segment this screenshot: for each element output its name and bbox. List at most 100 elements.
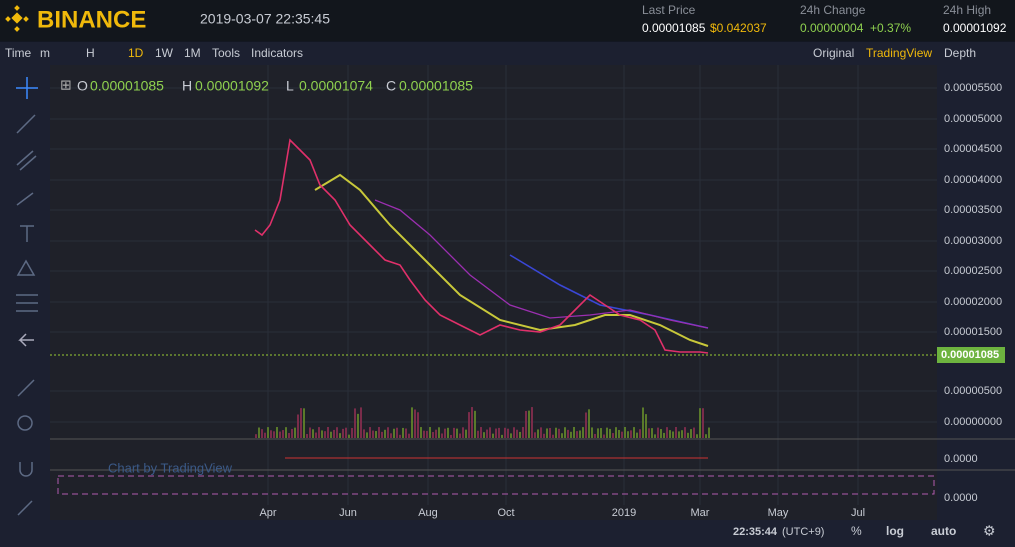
volume-bar	[255, 434, 257, 438]
price-tick: 0.00005500	[944, 82, 1002, 94]
volume-bar	[378, 427, 380, 438]
toolbar-item[interactable]: H	[86, 46, 95, 60]
volume-bar	[318, 427, 320, 438]
time-tick: May	[768, 507, 789, 519]
percent[interactable]: %	[851, 524, 862, 538]
toolbar-item[interactable]: Tools	[212, 46, 240, 60]
volume-bar	[516, 429, 518, 438]
volume-bar	[537, 429, 539, 438]
volume-bar	[696, 434, 698, 438]
view-tab[interactable]: Depth	[944, 46, 976, 60]
ohlc-key: H	[182, 78, 192, 94]
volume-bar	[324, 431, 326, 438]
volume-bar	[432, 432, 434, 438]
volume-bar	[258, 427, 260, 438]
volume-bar	[687, 432, 689, 438]
volume-bar	[270, 430, 272, 438]
volume-bar	[435, 429, 437, 438]
label: 24h Change	[800, 3, 866, 17]
toolbar-item[interactable]: 1W	[155, 46, 174, 60]
tool-icons	[16, 77, 38, 516]
toolbar	[0, 42, 1015, 65]
volume-bar	[546, 428, 548, 438]
volume-bar	[567, 429, 569, 438]
volume-bar	[630, 430, 632, 438]
volume-bar	[300, 408, 302, 438]
volume-bar	[381, 431, 383, 438]
volume-bar	[582, 427, 584, 438]
toolbar-item[interactable]: 1D	[128, 46, 144, 60]
lower-tick: 0.0000	[944, 453, 978, 465]
volume-bar	[351, 428, 353, 438]
toolbar-item[interactable]: Indicators	[251, 46, 303, 60]
price	[254, 138, 709, 354]
bottom-bar	[0, 520, 1015, 547]
log[interactable]: log	[886, 524, 904, 538]
volume-bar	[288, 432, 290, 438]
volume-bar	[483, 432, 485, 438]
volume-bar	[291, 428, 293, 438]
view-tab[interactable]: Original	[813, 46, 854, 60]
volume-bar	[303, 408, 305, 438]
volume-bar	[399, 434, 401, 438]
volume-bar	[450, 434, 452, 438]
volume-bar	[636, 432, 638, 438]
volume-bar	[615, 427, 617, 438]
volume-bar	[471, 407, 473, 438]
toolbar-item[interactable]: Time	[5, 46, 32, 60]
volume-bar	[354, 408, 356, 438]
label: 24h High	[943, 3, 991, 17]
volume-bar	[627, 431, 629, 438]
lower-tick: 0.0000	[944, 492, 978, 504]
volume-bar	[267, 427, 269, 438]
volume-bar	[348, 434, 350, 438]
rsi-band	[57, 475, 935, 495]
header-bar	[0, 0, 1015, 41]
volume-bar	[501, 434, 503, 438]
volume-bar	[507, 428, 509, 438]
view-tab[interactable]: TradingView	[866, 46, 932, 60]
volume-bar	[495, 428, 497, 438]
volume-bar	[555, 427, 557, 438]
volume-bar	[336, 427, 338, 438]
volume-bar	[363, 429, 365, 438]
toolbar-item[interactable]: 1M	[184, 46, 201, 60]
datetime: 2019-03-07 22:35:45	[200, 11, 330, 27]
watermark: Chart by TradingView	[108, 460, 233, 475]
volume-bar	[309, 427, 311, 438]
volume-bar	[576, 431, 578, 438]
volume-bar	[459, 433, 461, 438]
auto[interactable]: auto	[931, 524, 956, 538]
volume-bar	[558, 428, 560, 438]
current-price: 0.00001085	[941, 349, 999, 361]
volume-bar	[705, 434, 707, 438]
volume-bar	[543, 433, 545, 438]
volume-bar	[465, 429, 467, 438]
label: Last Price	[642, 3, 696, 17]
volume-bar	[594, 433, 596, 438]
price-tick: 0.00003500	[944, 204, 1002, 216]
volume-bar	[279, 431, 281, 438]
volume-bar	[663, 432, 665, 438]
price-tick: 0.00001500	[944, 326, 1002, 338]
volume-bar	[693, 427, 695, 438]
settings[interactable]: ⚙	[983, 523, 996, 539]
volume-bar	[333, 429, 335, 438]
price-tick: 0.00004000	[944, 174, 1002, 186]
volume-bar	[444, 428, 446, 438]
time-tick: Jun	[339, 507, 357, 519]
volume-bar	[612, 433, 614, 438]
volume-bar	[414, 409, 416, 438]
volume-bar	[642, 407, 644, 438]
time-tick: 2019	[612, 507, 636, 519]
volume-bar	[681, 430, 683, 438]
volume-bar	[669, 430, 671, 438]
time: 22:35:44	[733, 526, 778, 538]
toggle[interactable]: ⊞	[60, 77, 72, 93]
volume-bar	[603, 434, 605, 438]
toolbar-item[interactable]: m	[40, 46, 50, 60]
volume-bar	[549, 427, 551, 438]
volume-bar	[660, 429, 662, 438]
ma-short	[314, 173, 709, 347]
